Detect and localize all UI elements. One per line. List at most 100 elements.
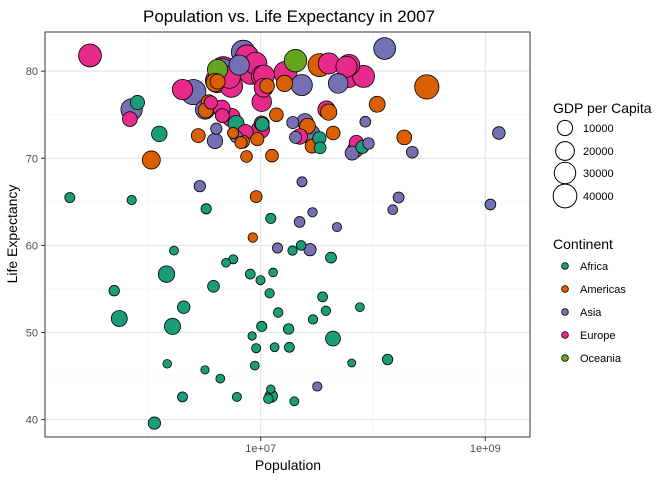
data-point-africa — [147, 416, 161, 430]
data-point-asia — [331, 222, 343, 233]
color-legend-key — [561, 262, 569, 270]
data-point-americas — [396, 129, 413, 146]
data-point-americas — [269, 107, 284, 122]
data-point-asia — [193, 180, 206, 193]
data-point-asia — [484, 198, 497, 211]
color-legend-label: Americas — [580, 284, 626, 296]
data-point-asia — [344, 145, 360, 161]
size-legend-key — [555, 141, 575, 161]
data-point-africa — [108, 285, 120, 297]
data-point-africa — [177, 300, 191, 314]
data-point-africa — [200, 365, 210, 375]
data-point-asia — [373, 37, 397, 60]
data-point-americas — [141, 150, 161, 170]
data-point-africa — [381, 353, 394, 366]
color-legend-label: Africa — [580, 261, 609, 273]
data-point-africa — [256, 320, 268, 332]
x-tick-label: 1e+07 — [245, 443, 276, 455]
data-point-asia — [362, 137, 375, 150]
color-legend-key — [561, 354, 569, 362]
data-point-africa — [64, 192, 76, 203]
data-point-europe — [203, 95, 218, 110]
color-legend-label: Oceania — [580, 353, 622, 365]
x-axis-title: Population — [255, 457, 321, 473]
data-point-africa — [151, 125, 168, 143]
data-points — [64, 37, 506, 430]
data-point-africa — [320, 305, 332, 316]
data-point-asia — [492, 126, 506, 140]
color-legend-key — [561, 285, 569, 293]
y-tick-label: 70 — [26, 153, 38, 165]
data-point-asia — [307, 207, 318, 218]
data-point-africa — [169, 245, 179, 256]
data-point-asia — [289, 131, 302, 144]
plot-border — [44, 31, 531, 438]
data-point-europe — [171, 78, 194, 101]
data-point-asia — [406, 145, 419, 159]
data-point-asia — [387, 204, 399, 215]
data-point-asia — [290, 74, 313, 97]
axes: 40 50 60 70 80 1e+07 1e+09 — [26, 66, 501, 455]
data-point-africa — [307, 314, 319, 325]
data-point-africa — [295, 240, 307, 251]
data-point-africa — [347, 358, 357, 368]
y-axis-title: Life Expectancy — [4, 185, 20, 284]
data-point-africa — [249, 360, 260, 371]
data-point-africa — [177, 391, 188, 403]
data-point-asia — [359, 115, 372, 128]
data-point-africa — [255, 275, 266, 286]
data-point-africa — [231, 391, 242, 402]
data-point-africa — [355, 302, 365, 313]
grid — [45, 32, 530, 437]
data-point-americas — [240, 150, 253, 163]
data-point-africa — [207, 280, 220, 293]
color-legend-key — [561, 331, 569, 339]
data-point-americas — [249, 190, 263, 203]
data-point-oceania — [283, 49, 308, 73]
data-point-africa — [164, 317, 181, 335]
x-tick-label: 1e+09 — [470, 443, 501, 455]
data-point-asia — [286, 116, 300, 130]
data-point-europe — [78, 43, 102, 68]
data-point-americas — [275, 74, 294, 93]
data-point-africa — [268, 267, 278, 278]
data-point-americas — [209, 73, 226, 90]
y-tick-label: 50 — [26, 327, 38, 339]
data-point-africa — [284, 341, 295, 353]
data-point-americas — [250, 132, 265, 147]
size-legend-label: 20000 — [583, 146, 614, 158]
color-legend-title: Continent — [553, 236, 613, 252]
data-point-africa — [200, 203, 212, 215]
data-point-europe — [335, 55, 358, 78]
data-point-asia — [272, 242, 283, 254]
data-point-africa — [289, 396, 300, 407]
data-point-asia — [210, 122, 223, 135]
data-point-asia — [293, 216, 306, 228]
size-legend-title: GDP per Capita — [553, 100, 652, 116]
data-point-africa — [269, 342, 280, 353]
data-point-asia — [228, 54, 250, 76]
data-point-africa — [251, 343, 262, 354]
color-legend-label: Asia — [580, 307, 602, 319]
data-point-americas — [368, 95, 386, 113]
data-point-asia — [312, 381, 323, 392]
data-point-africa — [130, 95, 145, 110]
data-point-africa — [162, 359, 172, 369]
chart-title: Population vs. Life Expectancy in 2007 — [143, 7, 435, 26]
data-point-africa — [221, 258, 231, 268]
size-legend-key — [553, 161, 577, 185]
data-point-americas — [320, 103, 338, 121]
size-legend: GDP per Capita 10000 20000 30000 40000 — [552, 100, 652, 209]
data-point-africa — [325, 251, 337, 264]
size-legend-key — [552, 183, 578, 209]
data-point-americas — [259, 78, 275, 94]
data-point-africa — [287, 245, 298, 256]
data-point-asia — [392, 191, 405, 204]
size-legend-label: 40000 — [583, 191, 614, 203]
y-tick-label: 40 — [26, 415, 38, 427]
data-point-africa — [313, 141, 327, 155]
data-point-americas — [265, 148, 279, 163]
size-legend-label: 10000 — [583, 123, 614, 135]
data-point-asia — [206, 132, 224, 149]
